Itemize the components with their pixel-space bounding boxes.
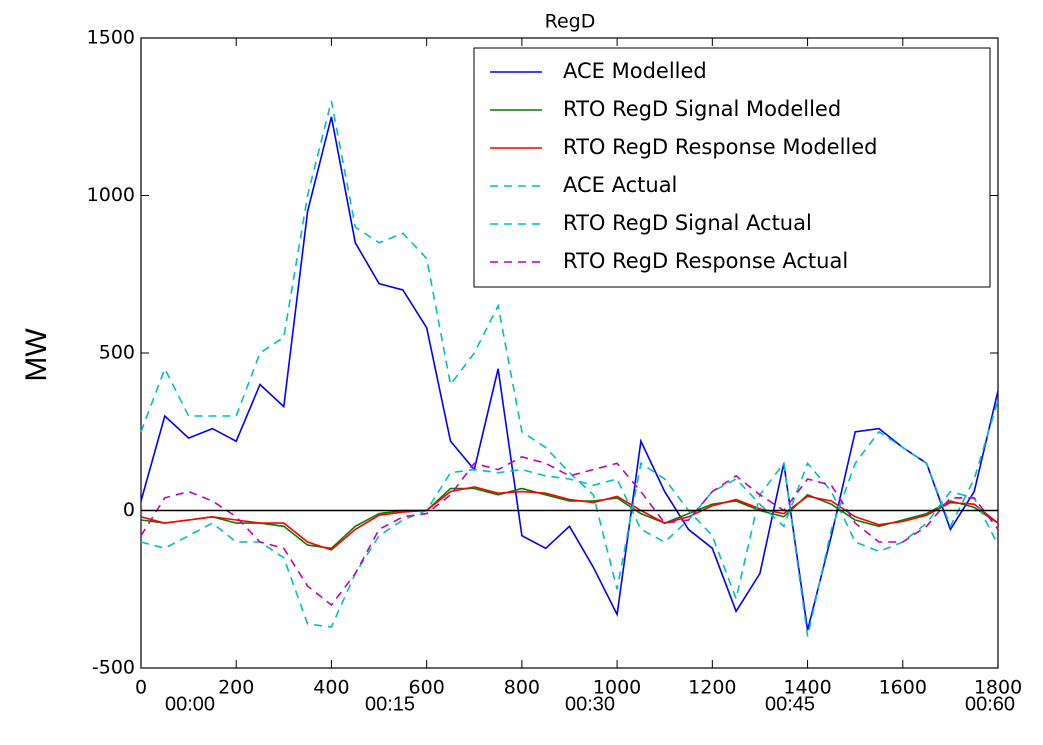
x-tick-label: 1400 — [783, 677, 831, 699]
y-axis-label: MW — [20, 328, 53, 382]
series-line — [140, 461, 999, 628]
legend-label: RTO RegD Response Actual — [563, 249, 848, 273]
legend-label: RTO RegD Response Modelled — [563, 135, 878, 159]
y-tick-label: 0 — [123, 499, 135, 521]
time-label: 00:15 — [365, 693, 415, 715]
legend-box — [473, 47, 991, 288]
legend-label: RTO RegD Signal Modelled — [563, 97, 841, 121]
series-line — [140, 487, 999, 550]
legend-label: ACE Modelled — [563, 59, 707, 83]
x-tick-label: 200 — [218, 677, 254, 699]
y-tick-label: 1000 — [87, 184, 135, 206]
x-tick-label: 1200 — [688, 677, 736, 699]
x-tick-label: 600 — [409, 677, 445, 699]
legend-label: RTO RegD Signal Actual — [563, 211, 812, 235]
time-label: 00:00 — [165, 693, 215, 715]
time-label: 00:60 — [965, 693, 1015, 715]
series-line — [140, 100, 999, 637]
y-tick-label: 500 — [99, 342, 135, 364]
time-label: 00:45 — [765, 693, 815, 715]
time-label: 00:30 — [565, 693, 615, 715]
y-tick-label: -500 — [92, 657, 135, 679]
x-tick-label: 1600 — [879, 677, 927, 699]
chart-title: RegD — [545, 11, 596, 33]
x-tick-label: 1000 — [593, 677, 641, 699]
series-line — [140, 116, 999, 631]
x-tick-label: 800 — [504, 677, 540, 699]
x-tick-label: 0 — [135, 677, 147, 699]
x-tick-label: 1800 — [974, 677, 1022, 699]
series-line — [140, 456, 999, 607]
y-tick-label: 1500 — [87, 27, 135, 49]
series-line — [140, 486, 999, 551]
legend-label: ACE Actual — [563, 173, 677, 197]
x-tick-label: 400 — [313, 677, 349, 699]
